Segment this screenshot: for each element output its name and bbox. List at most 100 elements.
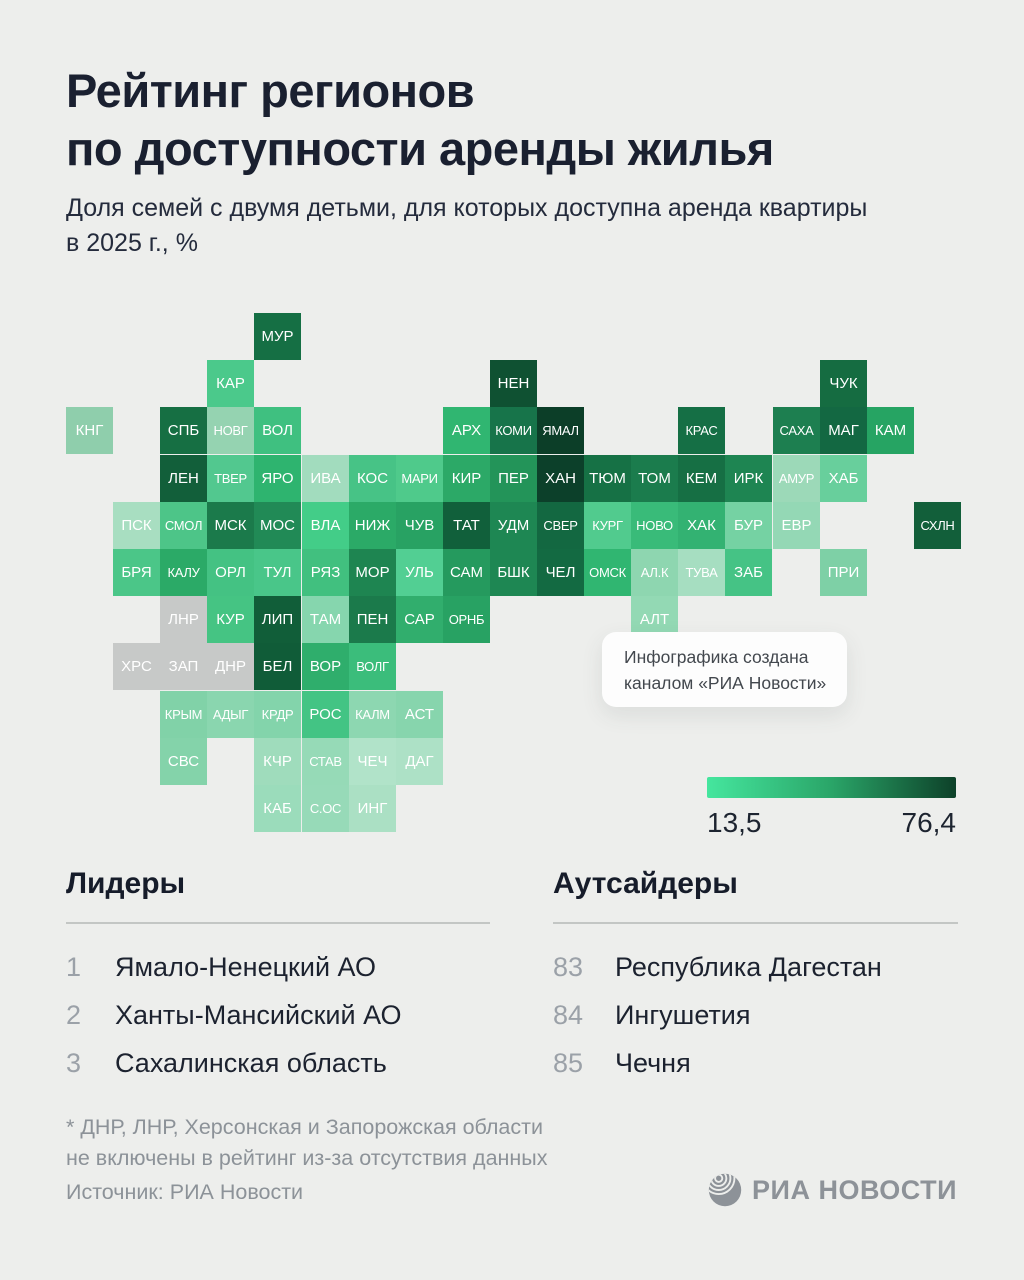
map-tile-ПРИ: ПРИ — [820, 549, 867, 596]
leaders-heading: Лидеры — [66, 867, 186, 900]
map-tile-АДЫГ: АДЫГ — [207, 691, 254, 738]
map-tile-ЛЕН: ЛЕН — [160, 455, 207, 502]
subtitle-line-1: Доля семей с двумя детьми, для которых д… — [66, 194, 868, 222]
page-title-line-2: по доступности аренды жилья — [66, 122, 774, 175]
map-tile-ЛНР: ЛНР — [160, 596, 207, 643]
map-tile-ВЛА: ВЛА — [302, 502, 349, 549]
map-tile-ТАТ: ТАТ — [443, 502, 490, 549]
region-name: Ямало-Ненецкий АО — [115, 952, 376, 982]
map-tile-МАГ: МАГ — [820, 407, 867, 454]
map-tile-ПЕР: ПЕР — [490, 455, 537, 502]
map-tile-СПБ: СПБ — [160, 407, 207, 454]
map-tile-ХРС: ХРС — [113, 643, 160, 690]
map-tile-БРЯ: БРЯ — [113, 549, 160, 596]
map-tile-СМОЛ: СМОЛ — [160, 502, 207, 549]
map-tile-КРДР: КРДР — [254, 691, 301, 738]
map-tile-КРЫМ: КРЫМ — [160, 691, 207, 738]
logo-text: РИА НОВОСТИ — [752, 1174, 957, 1205]
map-tile-МУР: МУР — [254, 313, 301, 360]
map-tile-КИР: КИР — [443, 455, 490, 502]
map-tile-КЧР: КЧР — [254, 738, 301, 785]
credit-tooltip: Инфографика создана каналом «РИА Новости… — [602, 632, 847, 707]
map-tile-АМУР: АМУР — [773, 455, 820, 502]
region-name: Республика Дагестан — [615, 952, 882, 982]
map-tile-СВС: СВС — [160, 738, 207, 785]
map-tile-ПЕН: ПЕН — [349, 596, 396, 643]
rank-number: 84 — [553, 1000, 584, 1030]
map-tile-ТАМ: ТАМ — [302, 596, 349, 643]
outsiders-heading: Аутсайдеры — [553, 867, 738, 900]
map-tile-КНГ: КНГ — [66, 407, 113, 454]
map-tile-ЕВР: ЕВР — [773, 502, 820, 549]
map-tile-КУР: КУР — [207, 596, 254, 643]
map-tile-БУР: БУР — [725, 502, 772, 549]
map-tile-КАБ: КАБ — [254, 785, 301, 832]
page-title-line-1: Рейтинг регионов — [66, 64, 475, 117]
map-tile-МОС: МОС — [254, 502, 301, 549]
map-tile-ЧУВ: ЧУВ — [396, 502, 443, 549]
map-tile-КАЛМ: КАЛМ — [349, 691, 396, 738]
map-tile-НОВО: НОВО — [631, 502, 678, 549]
footnote-line-1: * ДНР, ЛНР, Херсонская и Запорожская обл… — [66, 1115, 543, 1139]
map-tile-ЯРО: ЯРО — [254, 455, 301, 502]
map-tile-КРАС: КРАС — [678, 407, 725, 454]
map-tile-АСТ: АСТ — [396, 691, 443, 738]
map-tile-СХЛН: СХЛН — [914, 502, 961, 549]
leaders-column: Лидеры 1 Ямало-Ненецкий АО 2 Ханты-Мансийск… — [66, 866, 490, 1080]
map-tile-ПСК: ПСК — [113, 502, 160, 549]
map-tile-КОС: КОС — [349, 455, 396, 502]
map-tile-МАРИ: МАРИ — [396, 455, 443, 502]
map-tile-ВОР: ВОР — [302, 643, 349, 690]
region-name: Ингушетия — [615, 1000, 751, 1030]
map-tile-КАМ: КАМ — [867, 407, 914, 454]
leaders-item-3: 3 Сахалинская область — [66, 1046, 490, 1080]
map-tile-ХАБ: ХАБ — [820, 455, 867, 502]
outsiders-item-83: 83 Республика Дагестан — [553, 950, 958, 984]
footnote-line-2: не включены в рейтинг из-за отсутствия д… — [66, 1146, 548, 1170]
map-tile-МСК: МСК — [207, 502, 254, 549]
subtitle-line-2: в 2025 г., % — [66, 229, 198, 257]
outsiders-column: Аутсайдеры 83 Республика Дагестан 84 Ингуше… — [553, 866, 958, 1080]
map-tile-ТОМ: ТОМ — [631, 455, 678, 502]
map-tile-ЛИП: ЛИП — [254, 596, 301, 643]
rank-number: 3 — [66, 1048, 82, 1078]
outsiders-item-85: 85 Чечня — [553, 1046, 958, 1080]
map-tile-НОВГ: НОВГ — [207, 407, 254, 454]
map-tile-ЧУК: ЧУК — [820, 360, 867, 407]
footnote: * ДНР, ЛНР, Херсонская и Запорожская обл… — [66, 1112, 548, 1174]
map-tile-АЛ.К: АЛ.К — [631, 549, 678, 596]
map-tile-БШК: БШК — [490, 549, 537, 596]
map-tile-СВЕР: СВЕР — [537, 502, 584, 549]
legend-gradient-bar — [707, 777, 956, 798]
map-tile-ЯМАЛ: ЯМАЛ — [537, 407, 584, 454]
map-tile-НИЖ: НИЖ — [349, 502, 396, 549]
globe-icon — [708, 1173, 742, 1207]
region-name: Чечня — [615, 1048, 691, 1078]
map-tile-УДМ: УДМ — [490, 502, 537, 549]
source-note: Источник: РИА Новости — [66, 1180, 304, 1204]
map-tile-ЗАБ: ЗАБ — [725, 549, 772, 596]
map-tile-ИНГ: ИНГ — [349, 785, 396, 832]
legend-labels: 13,5 76,4 — [707, 807, 956, 839]
map-tile-ХАН: ХАН — [537, 455, 584, 502]
map-tile-БЕЛ: БЕЛ — [254, 643, 301, 690]
map-tile-КЕМ: КЕМ — [678, 455, 725, 502]
map-tile-ТЮМ: ТЮМ — [584, 455, 631, 502]
leaders-divider — [66, 922, 490, 924]
map-tile-РЯЗ: РЯЗ — [302, 549, 349, 596]
map-tile-УЛЬ: УЛЬ — [396, 549, 443, 596]
map-tile-САХА: САХА — [773, 407, 820, 454]
map-tile-ВОЛ: ВОЛ — [254, 407, 301, 454]
map-tile-СТАВ: СТАВ — [302, 738, 349, 785]
outsiders-divider — [553, 922, 958, 924]
map-tile-ОРНБ: ОРНБ — [443, 596, 490, 643]
map-tile-ИВА: ИВА — [302, 455, 349, 502]
legend-max-value: 76,4 — [901, 807, 957, 838]
map-tile-ВОЛГ: ВОЛГ — [349, 643, 396, 690]
map-tile-МОР: МОР — [349, 549, 396, 596]
map-tile-САР: САР — [396, 596, 443, 643]
map-tile-ТУЛ: ТУЛ — [254, 549, 301, 596]
rank-number: 1 — [66, 952, 82, 982]
